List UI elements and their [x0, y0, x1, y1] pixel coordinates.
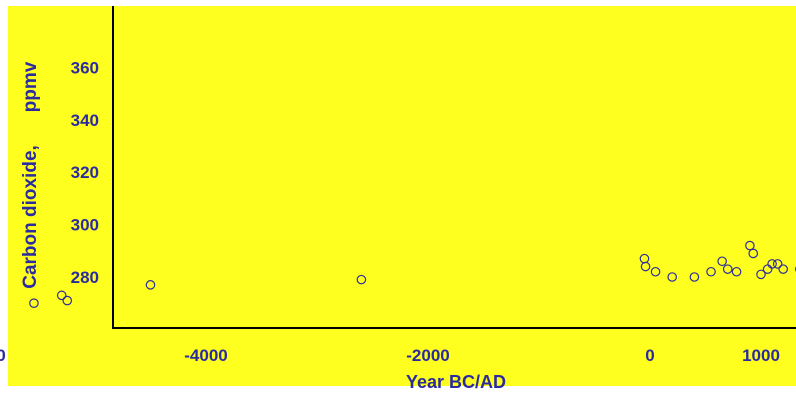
y-axis-label: Carbon dioxide,	[20, 145, 41, 289]
y-tick-label: 360	[71, 58, 99, 77]
y-tick-label: 320	[71, 163, 99, 182]
x-axis-label: Year BC/AD	[406, 372, 506, 392]
y-axis-unit-label: ppmv	[20, 61, 41, 112]
y-tick-label: 340	[71, 111, 99, 130]
x-tick-label: -6000	[0, 346, 6, 365]
x-tick-label: -4000	[184, 346, 227, 365]
x-tick-label: 0	[645, 346, 654, 365]
y-tick-label: 280	[71, 268, 99, 287]
x-tick-label: 1000	[742, 346, 780, 365]
x-tick-label: -2000	[406, 346, 449, 365]
y-tick-label: 300	[71, 216, 99, 235]
